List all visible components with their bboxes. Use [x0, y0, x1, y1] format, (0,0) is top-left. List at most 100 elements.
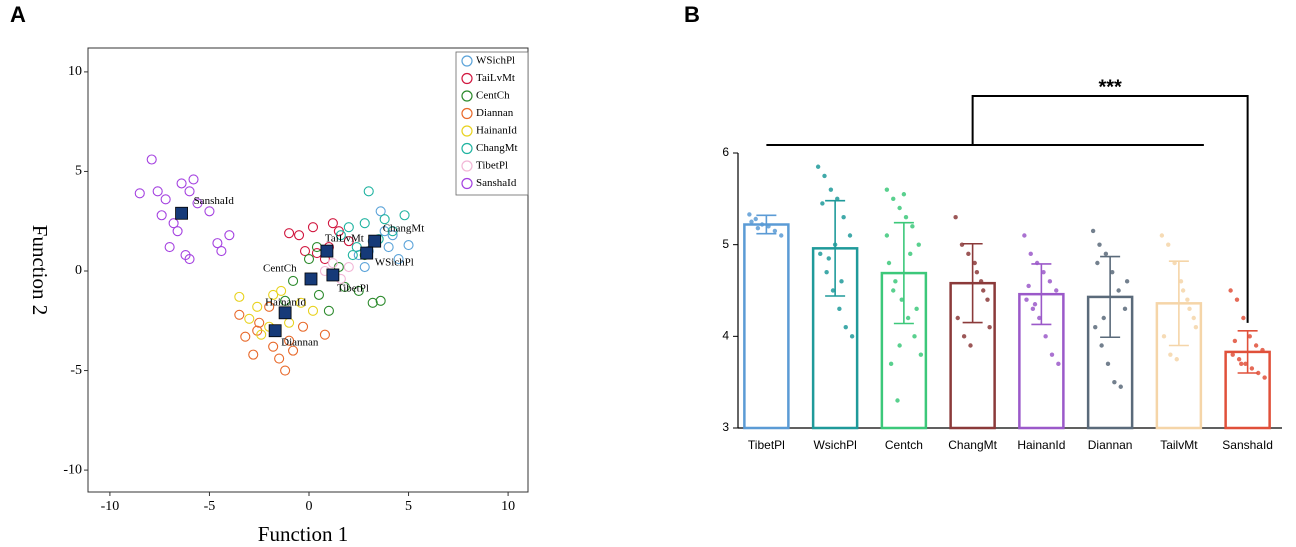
data-point [1112, 379, 1117, 385]
data-point [1191, 315, 1196, 321]
data-point [1110, 269, 1115, 275]
y-tick-label: 6 [722, 145, 729, 159]
point [276, 285, 287, 296]
point [288, 345, 299, 356]
data-point [815, 164, 821, 169]
point [303, 253, 315, 265]
data-point [749, 219, 754, 224]
centroid [175, 206, 188, 220]
data-point [837, 306, 842, 312]
centroid [304, 272, 318, 286]
data-point [1193, 324, 1199, 330]
data-point [779, 233, 784, 238]
data-point [1174, 357, 1179, 362]
centroid-label: ChangMt [383, 223, 425, 235]
point [176, 178, 187, 189]
data-point [1249, 366, 1255, 371]
data-point [985, 297, 990, 302]
legend-marker [461, 177, 473, 190]
point [343, 222, 354, 233]
point [212, 238, 223, 249]
x-tick-label: HainanId [1017, 438, 1065, 452]
data-point [912, 334, 917, 339]
data-point [824, 269, 829, 275]
data-point [1262, 375, 1267, 380]
point [172, 226, 183, 237]
centroid [326, 268, 340, 282]
panel-label: B [684, 2, 700, 27]
point [363, 186, 374, 197]
y-tick-label: 4 [722, 329, 729, 343]
data-point [891, 288, 896, 293]
x-tick-label: 0 [305, 499, 312, 514]
data-point [849, 334, 855, 339]
legend-label: HainanId [476, 125, 517, 137]
y-tick-label: 3 [722, 420, 729, 434]
point [234, 309, 245, 320]
point [264, 301, 275, 312]
data-point [1026, 283, 1031, 289]
point [234, 291, 245, 302]
point [184, 253, 195, 265]
data-point [978, 279, 984, 284]
point [284, 228, 295, 239]
data-point [1118, 384, 1123, 389]
x-tick-label: -5 [204, 499, 216, 514]
point [299, 246, 311, 257]
data-point [884, 187, 890, 192]
centroid-label: HainanId [265, 296, 306, 308]
data-point [961, 334, 967, 339]
point [347, 250, 358, 261]
data-point [1232, 338, 1238, 344]
point [339, 281, 350, 292]
data-point [1047, 279, 1053, 284]
data-point [828, 187, 834, 192]
data-point [1178, 279, 1184, 284]
plot-frame [87, 47, 529, 493]
point [311, 242, 323, 253]
point [313, 289, 325, 300]
data-point [1234, 297, 1240, 302]
point [204, 206, 215, 217]
point [284, 335, 295, 346]
legend-label: CentCh [476, 90, 510, 102]
data-point [830, 288, 836, 293]
point [248, 349, 259, 360]
point [168, 218, 179, 229]
point [254, 317, 265, 328]
data-point [953, 214, 958, 220]
data-point [1056, 361, 1061, 367]
data-point [1032, 302, 1038, 307]
data-point [753, 216, 758, 222]
x-tick-label: -10 [101, 499, 120, 514]
x-tick-label: 10 [501, 499, 515, 514]
data-point [1030, 306, 1036, 312]
x-tick-label: TailvMt [1160, 438, 1198, 452]
centroid [320, 244, 334, 258]
y-tick-label: 5 [75, 164, 82, 179]
data-point [905, 315, 911, 321]
point [156, 210, 167, 221]
data-point [1090, 228, 1096, 234]
point [359, 218, 370, 229]
point [367, 297, 378, 308]
point [403, 240, 414, 251]
point [274, 353, 285, 364]
legend-marker [461, 142, 473, 155]
point [244, 313, 255, 324]
centroid-label: CentCh [263, 262, 297, 274]
point [393, 253, 404, 265]
data-point [839, 279, 844, 284]
legend-label: ChangMt [476, 142, 518, 154]
data-point [1236, 357, 1242, 362]
point [216, 246, 227, 257]
point [280, 365, 291, 376]
point [188, 174, 199, 185]
data-point [908, 251, 913, 257]
data-point [1116, 288, 1121, 293]
data-point [1099, 343, 1104, 348]
data-point [884, 233, 890, 238]
y-tick-label: 5 [722, 237, 729, 251]
point [152, 186, 163, 197]
